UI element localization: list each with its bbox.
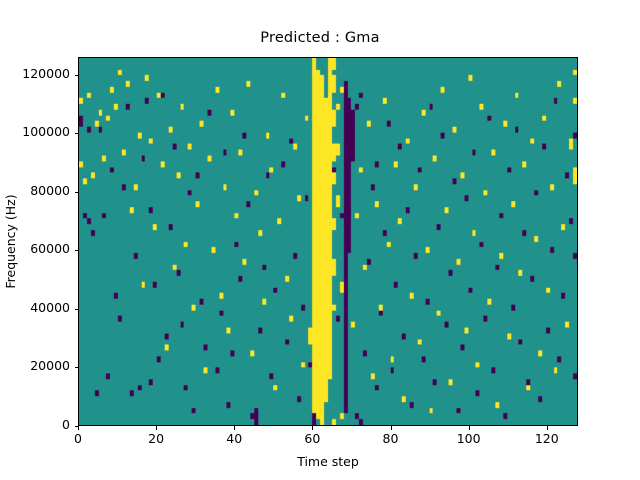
x-tick-mark [156, 426, 158, 430]
y-tick-mark [74, 74, 78, 76]
x-tick-mark [312, 426, 314, 430]
x-tick-label: 20 [148, 431, 165, 446]
heatmap-axes [78, 57, 578, 426]
y-tick-mark [74, 308, 78, 310]
x-tick-label: 60 [304, 431, 321, 446]
x-tick-label: 100 [456, 431, 481, 446]
heatmap-image [79, 58, 577, 425]
x-tick-label: 120 [534, 431, 559, 446]
y-tick-mark [74, 191, 78, 193]
x-tick-label: 80 [382, 431, 399, 446]
x-tick-mark [546, 426, 548, 430]
y-tick-mark [74, 367, 78, 369]
x-tick-mark [78, 426, 79, 430]
chart-title: Predicted : Gma [260, 30, 380, 46]
x-tick-mark [468, 426, 470, 430]
x-tick-mark [234, 426, 236, 430]
y-axis-label: Frequency (Hz) [2, 193, 18, 289]
x-tick-label: 40 [226, 431, 243, 446]
y-axis-label-wrapper: Frequency (Hz) [0, 57, 20, 426]
y-tick-mark [74, 426, 78, 427]
x-axis-label: Time step [297, 454, 359, 469]
y-tick-mark [74, 133, 78, 135]
y-tick-mark [74, 250, 78, 252]
x-tick-label: 0 [74, 431, 82, 446]
x-tick-mark [390, 426, 392, 430]
